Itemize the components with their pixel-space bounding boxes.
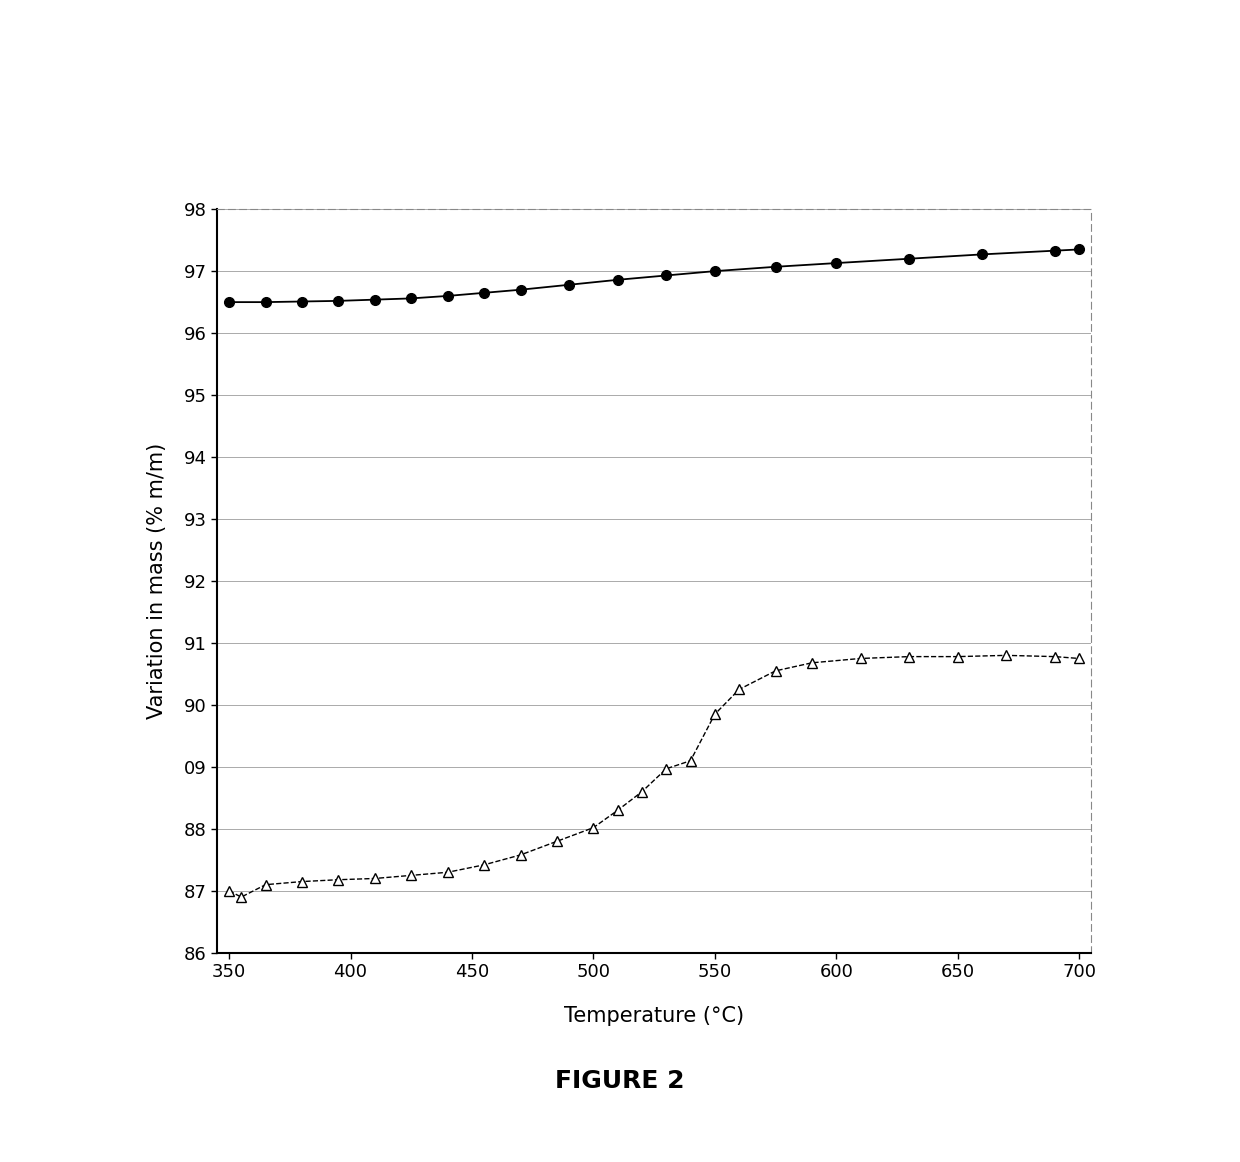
Text: FIGURE 2: FIGURE 2 [556,1069,684,1092]
X-axis label: Temperature (°C): Temperature (°C) [564,1006,744,1026]
Y-axis label: Variation in mass (% m/m): Variation in mass (% m/m) [146,443,167,719]
